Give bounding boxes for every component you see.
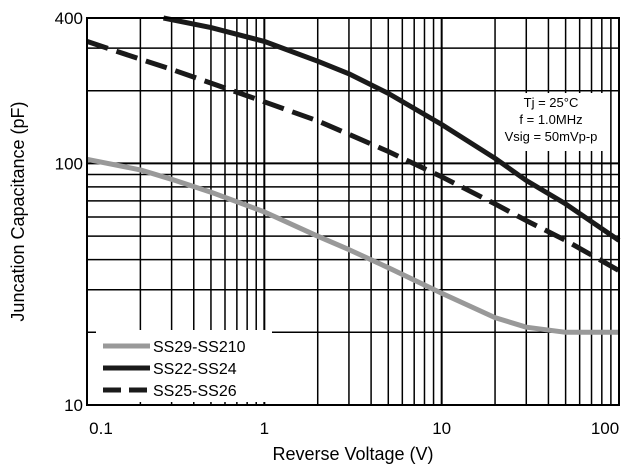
y-tick-label: 400: [55, 9, 83, 28]
y-axis-title: Juncation Capacitance (pF): [8, 101, 28, 321]
y-tick-label: 10: [64, 396, 83, 415]
x-tick-label: 100: [591, 419, 619, 438]
annotation-background: [497, 93, 605, 151]
x-tick-label: 1: [260, 419, 269, 438]
x-tick-label: 0.1: [89, 419, 113, 438]
series-line-1: [86, 156, 619, 335]
annotation-line: Tj = 25°C: [524, 95, 579, 110]
legend-label: SS22-SS24: [153, 361, 237, 378]
tick-labels: 0.1 1 10 100 10 100 400: [55, 9, 620, 438]
plot-frame: [86, 17, 620, 406]
legend-label: SS25-SS26: [153, 383, 237, 400]
series-line-3: [86, 39, 621, 273]
annotation-line: f = 1.0MHz: [519, 112, 582, 127]
annotation-line: Vsig = 50mVp-p: [505, 129, 598, 144]
series-group: [86, 15, 621, 335]
x-tick-label: 10: [432, 419, 451, 438]
conditions-annotation: Tj = 25°C f = 1.0MHz Vsig = 50mVp-p: [497, 93, 605, 151]
series-line-2: [163, 15, 621, 243]
x-axis-title: Reverse Voltage (V): [272, 444, 433, 464]
y-tick-label: 100: [55, 154, 83, 173]
legend: SS29-SS210 SS22-SS24 SS25-SS26: [96, 330, 272, 402]
legend-label: SS29-SS210: [153, 339, 246, 356]
